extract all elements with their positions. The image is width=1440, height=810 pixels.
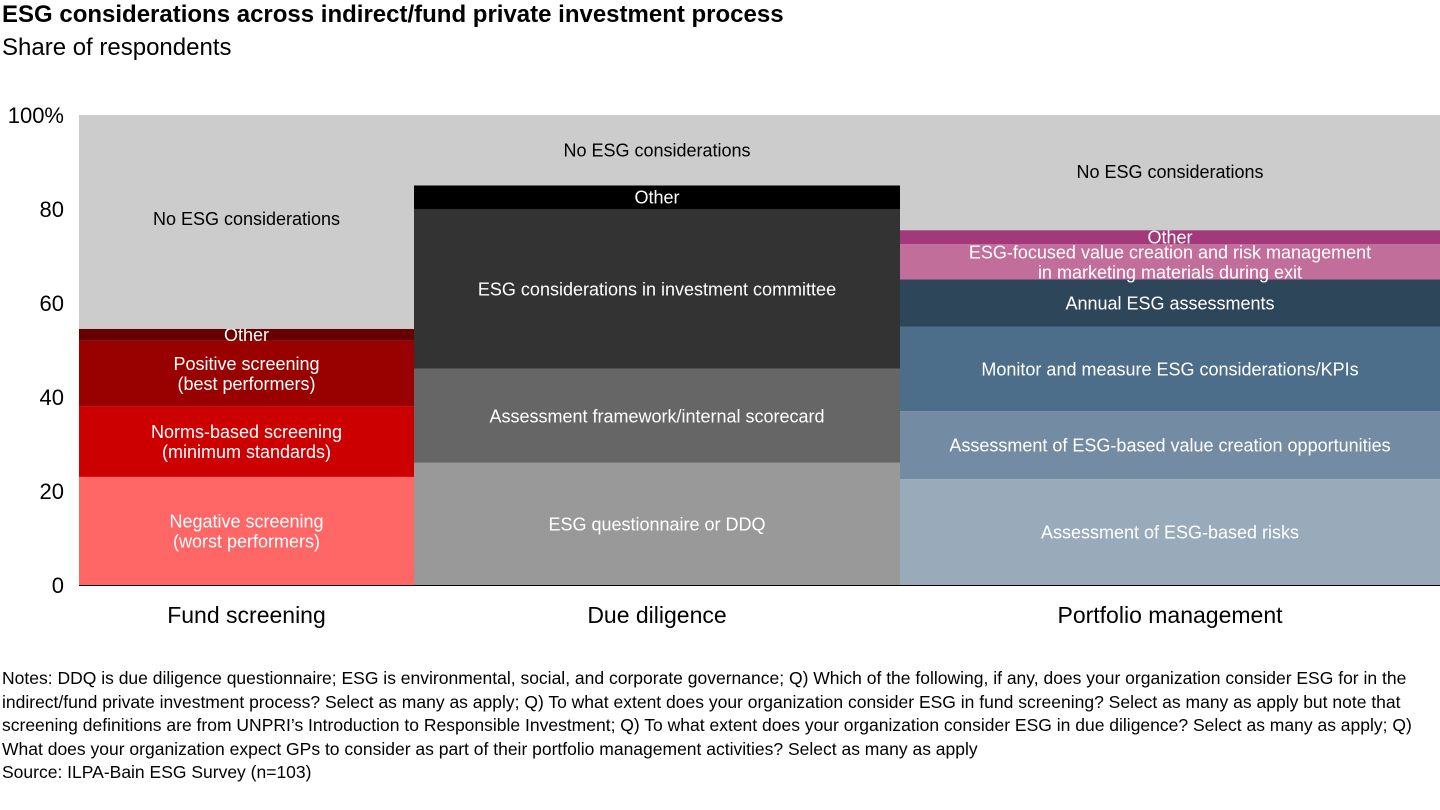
bar-segment [900, 244, 1440, 280]
chart-title: ESG considerations across indirect/fund … [2, 1, 784, 28]
notes-section: Notes: DDQ is due diligence questionnair… [2, 667, 1432, 785]
segment-label: ESG considerations in investment committ… [478, 279, 836, 299]
segment-label: ESG questionnaire or DDQ [548, 514, 765, 534]
bar-segment [79, 328, 414, 341]
bar-segment [900, 479, 1440, 585]
segment-label: Assessment of ESG-based value creation o… [949, 436, 1390, 456]
chart-notes: Notes: DDQ is due diligence questionnair… [2, 668, 1412, 759]
segment-label: Annual ESG assessments [1065, 293, 1274, 313]
bar-segment [900, 326, 1440, 412]
segment-label: No ESG considerations [563, 141, 750, 161]
bar-segment [79, 476, 414, 585]
bar-segment [414, 368, 900, 463]
segment-label: Other [224, 325, 269, 345]
bar-segment [79, 406, 414, 477]
bar-segment [900, 115, 1440, 231]
segment-label: Monitor and measure ESG considerations/K… [981, 359, 1358, 379]
x-category-label: Fund screening [167, 602, 326, 628]
stacked-bar-chart: 0 20 40 60 80 100% Negative screening (worst pe… [8, 103, 1440, 628]
segment-label: Norms-based screening (minimum standards) [151, 422, 342, 462]
bar-segment [414, 115, 900, 186]
y-tick-label: 60 [40, 291, 64, 316]
segment-label: Other [634, 188, 679, 208]
segment-label: Positive screening (best performers) [173, 354, 319, 394]
bar-segment [414, 462, 900, 585]
bar-segment [900, 230, 1440, 245]
y-tick-label: 100% [8, 103, 64, 128]
segment-label: No ESG considerations [153, 209, 340, 229]
chart-source: Source: ILPA-Bain ESG Survey (n=103) [2, 762, 312, 782]
chart-subtitle: Share of respondents [2, 34, 232, 61]
bar-segment [79, 340, 414, 407]
bar-segment [79, 115, 414, 329]
segment-label: ESG-focused value creation and risk mana… [969, 242, 1371, 282]
segment-label: Negative screening (worst performers) [169, 511, 323, 551]
y-tick-label: 0 [52, 573, 64, 598]
bar-segment [414, 185, 900, 209]
segment-label: Other [1147, 228, 1192, 248]
x-category-label: Portfolio management [1057, 602, 1283, 628]
y-tick-label: 80 [40, 197, 64, 222]
segment-label: Assessment of ESG-based risks [1041, 523, 1299, 543]
segment-label: No ESG considerations [1076, 162, 1263, 182]
y-tick-label: 40 [40, 385, 64, 410]
x-category-label: Due diligence [587, 602, 726, 628]
segment-label: Assessment framework/internal scorecard [489, 406, 824, 426]
bar-segment [900, 279, 1440, 327]
bar-segment [900, 411, 1440, 480]
bar-segment [414, 209, 900, 369]
y-tick-label: 20 [40, 479, 64, 504]
